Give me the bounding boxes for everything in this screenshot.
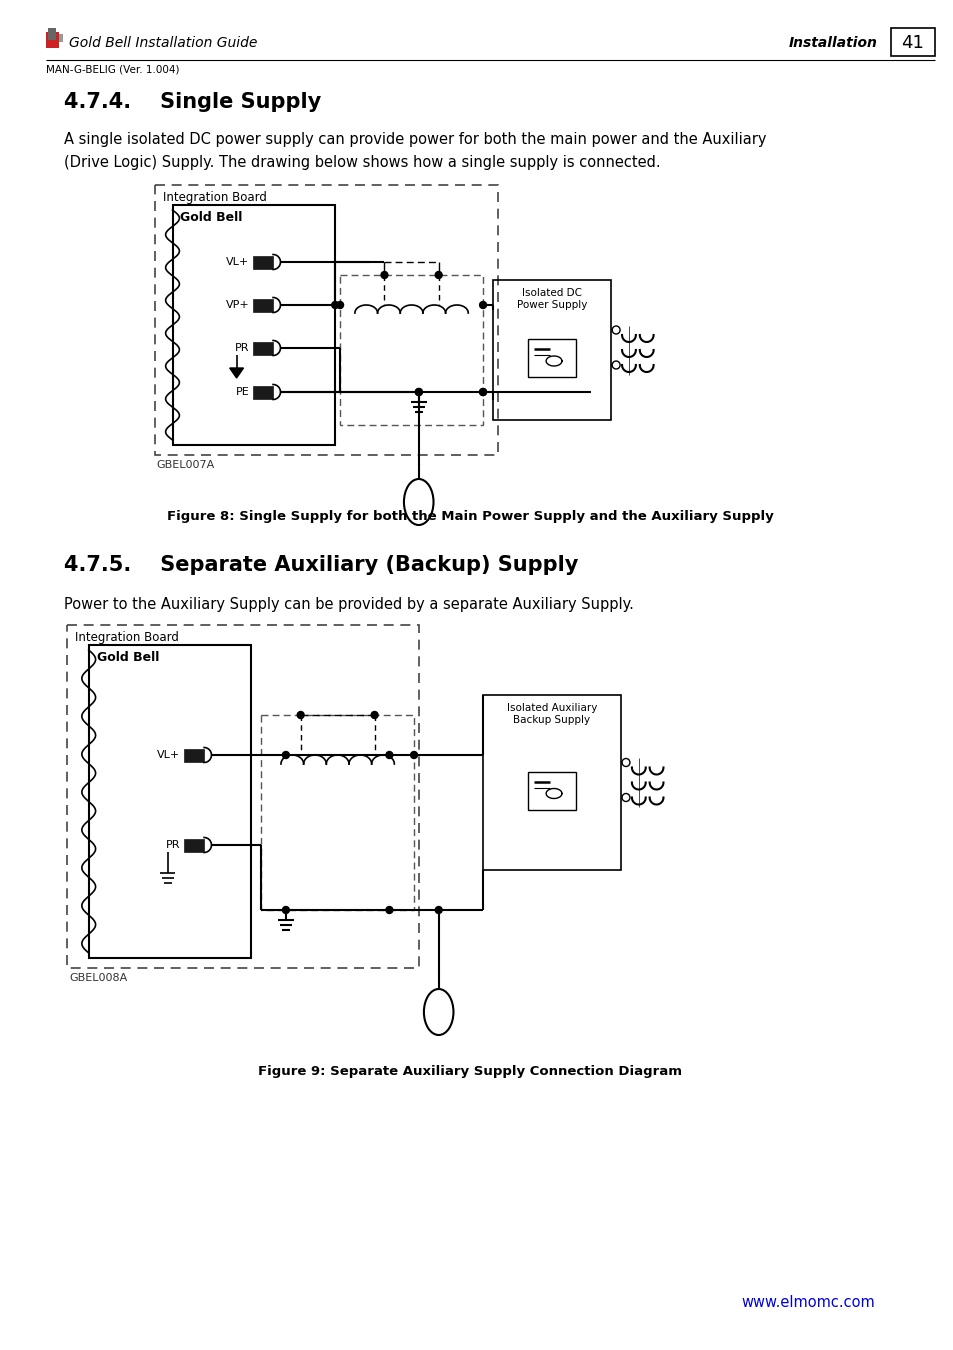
Text: Gold Bell: Gold Bell <box>96 651 159 664</box>
Text: Installation: Installation <box>788 36 877 50</box>
Bar <box>67 625 418 968</box>
Circle shape <box>371 711 377 718</box>
Circle shape <box>621 794 629 802</box>
Bar <box>253 342 273 355</box>
Text: Gold Bell Installation Guide: Gold Bell Installation Guide <box>69 36 257 50</box>
Circle shape <box>386 752 393 759</box>
Circle shape <box>612 325 619 333</box>
Bar <box>340 275 482 425</box>
Bar <box>528 771 575 810</box>
Circle shape <box>612 360 619 369</box>
Text: PR: PR <box>166 840 180 850</box>
Circle shape <box>479 301 486 309</box>
Text: VL+: VL+ <box>226 256 249 267</box>
Text: (Drive Logic) Supply. The drawing below shows how a single supply is connected.: (Drive Logic) Supply. The drawing below … <box>64 155 660 170</box>
Ellipse shape <box>423 990 453 1035</box>
Text: MAN-G-BELIG (Ver. 1.004): MAN-G-BELIG (Ver. 1.004) <box>47 65 180 76</box>
Circle shape <box>416 389 422 396</box>
Text: www.elmomc.com: www.elmomc.com <box>740 1295 875 1309</box>
Text: GBEL007A: GBEL007A <box>156 460 214 470</box>
Bar <box>253 255 273 269</box>
Bar <box>154 185 497 455</box>
Text: Power to the Auxiliary Supply can be provided by a separate Auxiliary Supply.: Power to the Auxiliary Supply can be pro… <box>64 597 634 612</box>
Text: Isolated DC: Isolated DC <box>521 288 581 298</box>
Bar <box>253 298 273 312</box>
Circle shape <box>380 271 388 278</box>
Text: Gold Bell: Gold Bell <box>180 211 242 224</box>
Circle shape <box>282 752 289 759</box>
Bar <box>253 386 273 398</box>
Circle shape <box>415 389 422 396</box>
Text: PE: PE <box>235 387 249 397</box>
Circle shape <box>435 271 441 278</box>
Circle shape <box>297 711 304 718</box>
Bar <box>49 28 56 40</box>
Circle shape <box>282 906 289 914</box>
Text: Backup Supply: Backup Supply <box>513 716 590 725</box>
Bar <box>493 279 611 420</box>
Text: VL+: VL+ <box>157 751 180 760</box>
Bar <box>482 695 620 869</box>
Bar <box>54 34 63 42</box>
Bar <box>47 32 59 49</box>
Circle shape <box>479 389 486 396</box>
Bar <box>528 339 575 377</box>
Polygon shape <box>230 369 243 378</box>
Text: A single isolated DC power supply can provide power for both the main power and : A single isolated DC power supply can pr… <box>64 132 766 147</box>
Text: Integration Board: Integration Board <box>75 630 178 644</box>
Text: Figure 8: Single Supply for both the Main Power Supply and the Auxiliary Supply: Figure 8: Single Supply for both the Mai… <box>167 510 773 522</box>
Bar <box>261 716 414 910</box>
Text: 4.7.4.    Single Supply: 4.7.4. Single Supply <box>64 92 321 112</box>
Circle shape <box>479 389 486 396</box>
Bar <box>172 205 335 446</box>
Text: VP+: VP+ <box>226 300 249 310</box>
Text: PR: PR <box>234 343 249 352</box>
Text: Integration Board: Integration Board <box>163 190 266 204</box>
Bar <box>89 645 252 958</box>
Ellipse shape <box>403 479 433 525</box>
Circle shape <box>410 752 417 759</box>
Text: 4.7.5.    Separate Auxiliary (Backup) Supply: 4.7.5. Separate Auxiliary (Backup) Suppl… <box>64 555 578 575</box>
Text: 41: 41 <box>901 34 923 53</box>
Text: Figure 9: Separate Auxiliary Supply Connection Diagram: Figure 9: Separate Auxiliary Supply Conn… <box>258 1065 681 1079</box>
Circle shape <box>386 906 393 914</box>
Circle shape <box>336 301 343 309</box>
Circle shape <box>621 759 629 767</box>
Bar <box>184 748 204 761</box>
Text: Power Supply: Power Supply <box>517 300 587 310</box>
Circle shape <box>332 301 338 309</box>
Bar <box>184 838 204 852</box>
Bar <box>890 28 934 55</box>
Text: Isolated Auxiliary: Isolated Auxiliary <box>506 703 597 713</box>
Text: GBEL008A: GBEL008A <box>69 973 127 983</box>
Circle shape <box>435 906 441 914</box>
